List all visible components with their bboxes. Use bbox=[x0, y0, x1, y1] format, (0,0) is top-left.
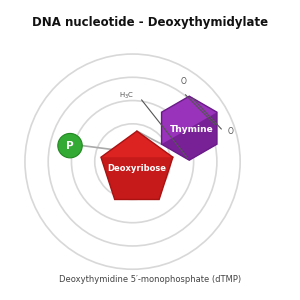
Text: Thymine: Thymine bbox=[170, 125, 214, 134]
Circle shape bbox=[58, 134, 82, 158]
Polygon shape bbox=[162, 112, 217, 160]
Polygon shape bbox=[101, 131, 173, 200]
Text: O: O bbox=[181, 77, 186, 86]
Text: H$_3$C: H$_3$C bbox=[119, 91, 134, 101]
Text: O: O bbox=[228, 127, 233, 136]
Text: Deoxythymidine 5′-monophosphate (dTMP): Deoxythymidine 5′-monophosphate (dTMP) bbox=[59, 275, 241, 284]
Text: P: P bbox=[66, 141, 74, 151]
Polygon shape bbox=[162, 96, 217, 160]
Text: DNA nucleotide - Deoxythymidylate: DNA nucleotide - Deoxythymidylate bbox=[32, 16, 268, 29]
Text: Deoxyribose: Deoxyribose bbox=[107, 164, 166, 173]
Polygon shape bbox=[101, 157, 173, 200]
